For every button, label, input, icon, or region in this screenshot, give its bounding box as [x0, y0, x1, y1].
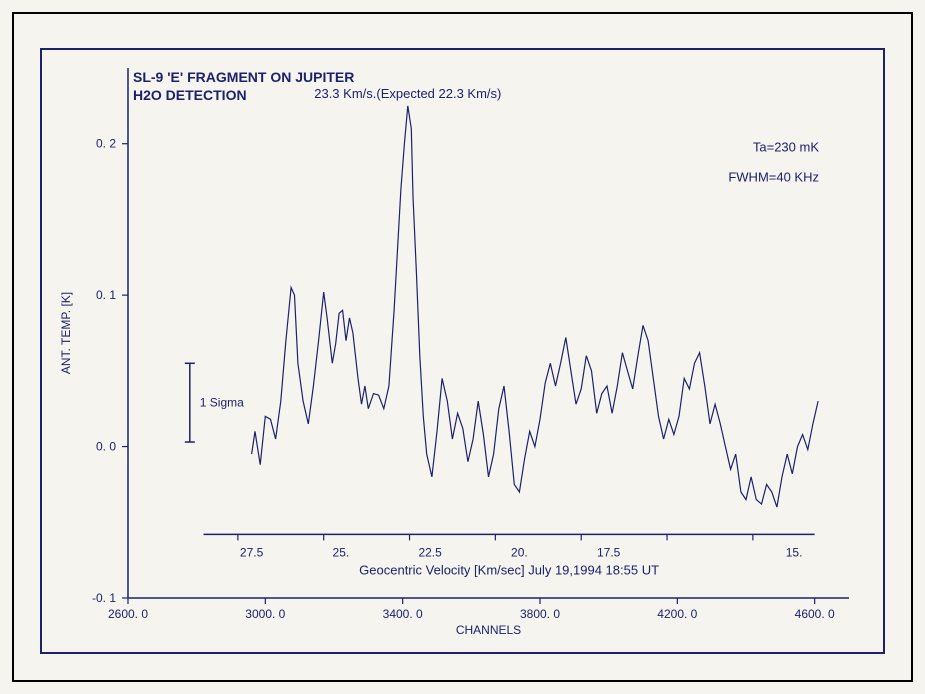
- ytick-label: 0. 0: [96, 440, 116, 454]
- xtick-label: 4200. 0: [657, 607, 697, 621]
- ytick-label: 0. 2: [96, 137, 116, 151]
- secondary-xtick-label: 15.: [786, 545, 803, 559]
- spectrum-line: [252, 106, 819, 507]
- secondary-xtick-label: 27.5: [240, 545, 264, 559]
- xtick-label: 2600. 0: [108, 607, 148, 621]
- x-axis-label: CHANNELS: [456, 623, 521, 637]
- spectrum-chart: -0. 1 0. 0 0. 1 0. 2 2600. 0 3000. 0 3400. 0 38…: [42, 50, 883, 652]
- secondary-xtick-label: 17.5: [597, 545, 621, 559]
- fwhm-annotation: FWHM=40 KHz: [728, 170, 819, 185]
- secondary-xtick-label: 22.5: [418, 545, 442, 559]
- chart-title-2: H2O DETECTION: [133, 87, 247, 103]
- chart-title-1: SL-9 'E' FRAGMENT ON JUPITER: [133, 69, 354, 85]
- xtick-label: 3400. 0: [383, 607, 423, 621]
- xtick-label: 3000. 0: [245, 607, 285, 621]
- secondary-xtick-label: 25.: [333, 545, 350, 559]
- peak-annotation: 23.3 Km/s.(Expected 22.3 Km/s): [314, 86, 501, 101]
- xtick-label: 3800. 0: [520, 607, 560, 621]
- chart-frame: -0. 1 0. 0 0. 1 0. 2 2600. 0 3000. 0 3400. 0 38…: [40, 48, 885, 654]
- outer-frame: -0. 1 0. 0 0. 1 0. 2 2600. 0 3000. 0 3400. 0 38…: [12, 12, 913, 682]
- ta-annotation: Ta=230 mK: [753, 139, 819, 154]
- ytick-label: 0. 1: [96, 288, 116, 302]
- sigma-label: 1 Sigma: [200, 396, 244, 410]
- xtick-label: 4600. 0: [795, 607, 835, 621]
- secondary-x-axis-label: Geocentric Velocity [Km/sec] July 19,199…: [359, 562, 659, 577]
- y-axis-label: ANT. TEMP. [K]: [59, 292, 73, 374]
- secondary-xtick-label: 20.: [511, 545, 528, 559]
- ytick-label: -0. 1: [92, 591, 116, 605]
